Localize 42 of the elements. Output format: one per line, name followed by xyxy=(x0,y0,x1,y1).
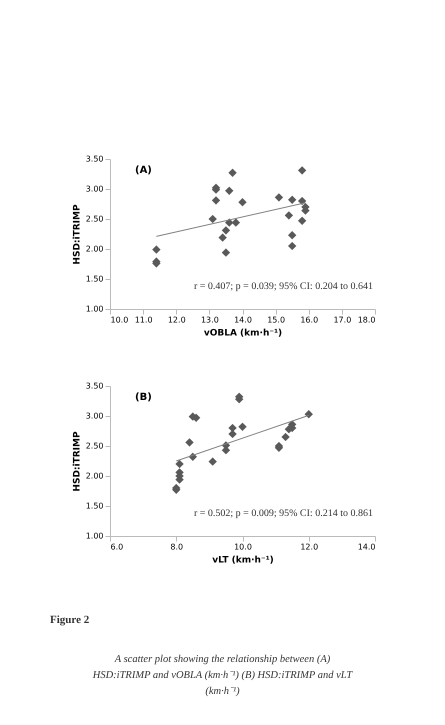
x-tick-label: 12.0 xyxy=(168,316,186,324)
point xyxy=(238,422,247,431)
y-tick-label: 3.50 xyxy=(86,154,104,164)
x-tick-label: 16.0 xyxy=(300,316,318,324)
x-tick-label: 11.0 xyxy=(134,316,153,324)
x-tick-label: 14.0 xyxy=(358,542,376,552)
y-axis-title: HSD:iTRIMP xyxy=(72,431,83,492)
x-tick-label: 13.0 xyxy=(200,316,219,324)
x-axis-title: vOBLA (km·h⁻¹) xyxy=(204,328,282,338)
text: A scatter plot showing the relationship between (A) HSD:iTRIMP and vOBLA (km·h⁻¹) (B) HSD:iTRIMP and vLT (km·h⁻¹) xyxy=(92,654,354,697)
point xyxy=(185,438,194,447)
y-tick-label: 1.00 xyxy=(86,532,104,540)
x-tick-label: 10.0 xyxy=(234,542,252,552)
x-tick-label: 10.0 xyxy=(110,316,128,324)
text: (A) xyxy=(135,165,152,176)
x-tick-label: 12.0 xyxy=(300,542,318,552)
y-tick-label: 3.00 xyxy=(86,184,104,194)
y-tick-label: 3.00 xyxy=(86,412,104,420)
x-tick-label: 17.0 xyxy=(333,316,352,324)
caption: Figure 2 xyxy=(50,614,90,626)
x-tick-label: 18.0 xyxy=(358,316,376,324)
y-axis-title: HSD:iTRIMP xyxy=(72,204,83,265)
x-tick-label: 6.0 xyxy=(110,542,124,552)
y-tick-label: 1.00 xyxy=(86,304,104,314)
y-tick-label: 3.50 xyxy=(86,382,104,390)
x-tick-label: 14.0 xyxy=(234,316,252,324)
x-axis-title: vLT (km·h⁻¹) xyxy=(212,556,274,566)
y-tick-label: 2.50 xyxy=(86,214,104,224)
annotation: r = 0.407; p = 0.039; 95% CI: 0.204 to 0.641 xyxy=(194,281,373,292)
y-tick-label: 2.50 xyxy=(86,442,104,450)
point xyxy=(304,410,313,418)
x-tick-label: 15.0 xyxy=(267,316,286,324)
x-tick-label: 8.0 xyxy=(170,542,184,552)
point xyxy=(208,457,217,466)
y-tick-label: 1.50 xyxy=(86,274,104,284)
y-tick-label: 1.50 xyxy=(86,502,104,510)
y-tick-label: 2.00 xyxy=(86,472,104,480)
annotation: r = 0.502; p = 0.009; 95% CI: 0.214 to 0.861 xyxy=(194,508,373,519)
y-tick-label: 2.00 xyxy=(86,244,104,254)
point xyxy=(175,460,184,468)
point xyxy=(281,432,290,442)
text: (B) xyxy=(135,392,152,403)
